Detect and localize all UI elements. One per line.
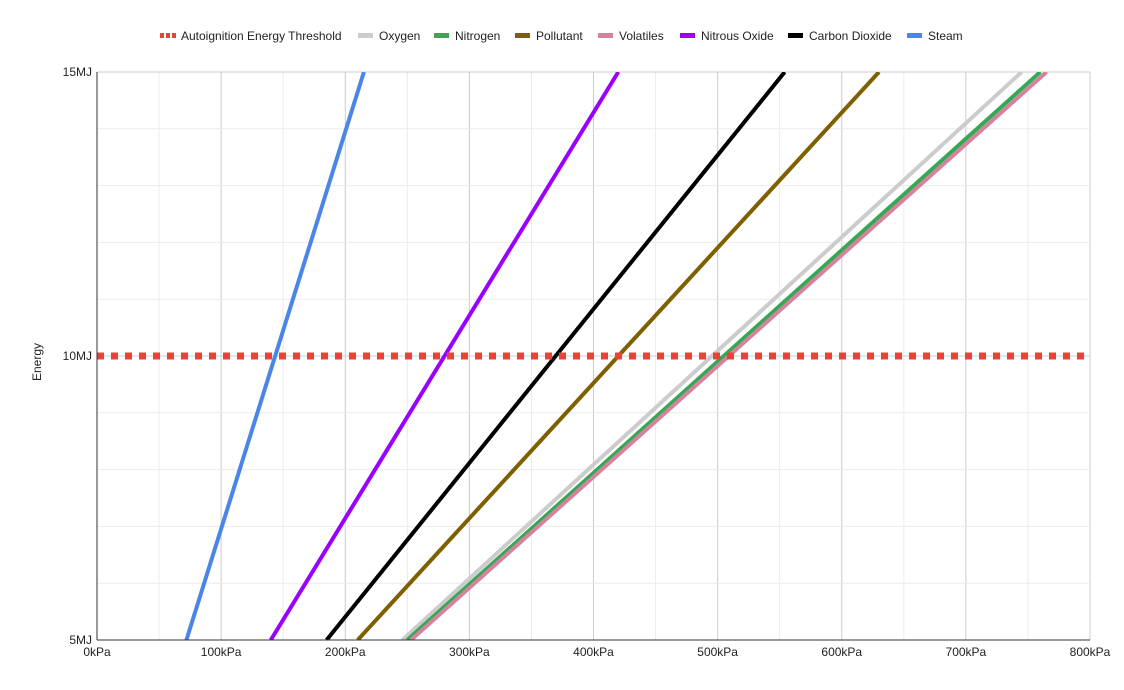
legend-item[interactable]: Autoignition Energy Threshold (160, 29, 342, 43)
legend-swatch (160, 33, 164, 38)
legend-item[interactable]: Steam (907, 29, 963, 43)
legend-swatch (788, 33, 803, 38)
series-line-oxygen (400, 72, 1024, 640)
x-tick-label: 500kPa (697, 645, 738, 659)
series-line-nitrogen (405, 72, 1042, 640)
y-tick-label: 5MJ (69, 633, 92, 647)
legend-swatch (172, 33, 176, 38)
legend-item[interactable]: Nitrous Oxide (680, 29, 774, 43)
legend-swatch (907, 33, 922, 38)
legend-label: Steam (928, 29, 963, 43)
x-tick-label: 200kPa (325, 645, 366, 659)
y-tick-label: 10MJ (63, 349, 92, 363)
x-tick-label: 600kPa (821, 645, 862, 659)
legend-item[interactable]: Carbon Dioxide (788, 29, 892, 43)
legend-swatch (434, 33, 449, 38)
legend-label: Autoignition Energy Threshold (181, 29, 342, 43)
legend-label: Pollutant (536, 29, 583, 43)
series-line-carbon-dioxide (325, 72, 787, 640)
legend-item[interactable]: Nitrogen (434, 29, 500, 43)
legend-label: Nitrous Oxide (701, 29, 774, 43)
x-tick-label: 100kPa (201, 645, 242, 659)
legend-label: Nitrogen (455, 29, 500, 43)
legend-item[interactable]: Pollutant (515, 29, 583, 43)
legend: Autoignition Energy Threshold Oxygen Nitro… (160, 29, 963, 43)
legend-label: Carbon Dioxide (809, 29, 892, 43)
y-tick-label: 15MJ (63, 65, 92, 79)
legend-swatch (166, 33, 170, 38)
legend-label: Volatiles (619, 29, 664, 43)
series-line-steam (184, 72, 366, 640)
x-tick-label: 800kPa (1070, 645, 1111, 659)
legend-item[interactable]: Oxygen (358, 29, 420, 43)
legend-item[interactable]: Volatiles (598, 29, 664, 43)
series-line-nitrous-oxide (269, 72, 621, 640)
series-lines (97, 72, 1090, 640)
legend-label: Oxygen (379, 29, 420, 43)
legend-swatch (598, 33, 613, 38)
x-tick-label: 400kPa (573, 645, 614, 659)
x-tick-label: 300kPa (449, 645, 490, 659)
y-axis-title: Energy (30, 343, 44, 381)
legend-swatch (680, 33, 695, 38)
x-tick-label: 0kPa (83, 645, 111, 659)
axes: 0kPa 100kPa 200kPa 300kPa 400kPa 500kPa 600kPa… (63, 65, 1111, 659)
legend-swatch (515, 33, 530, 38)
x-tick-label: 700kPa (946, 645, 987, 659)
legend-swatch (358, 33, 373, 38)
